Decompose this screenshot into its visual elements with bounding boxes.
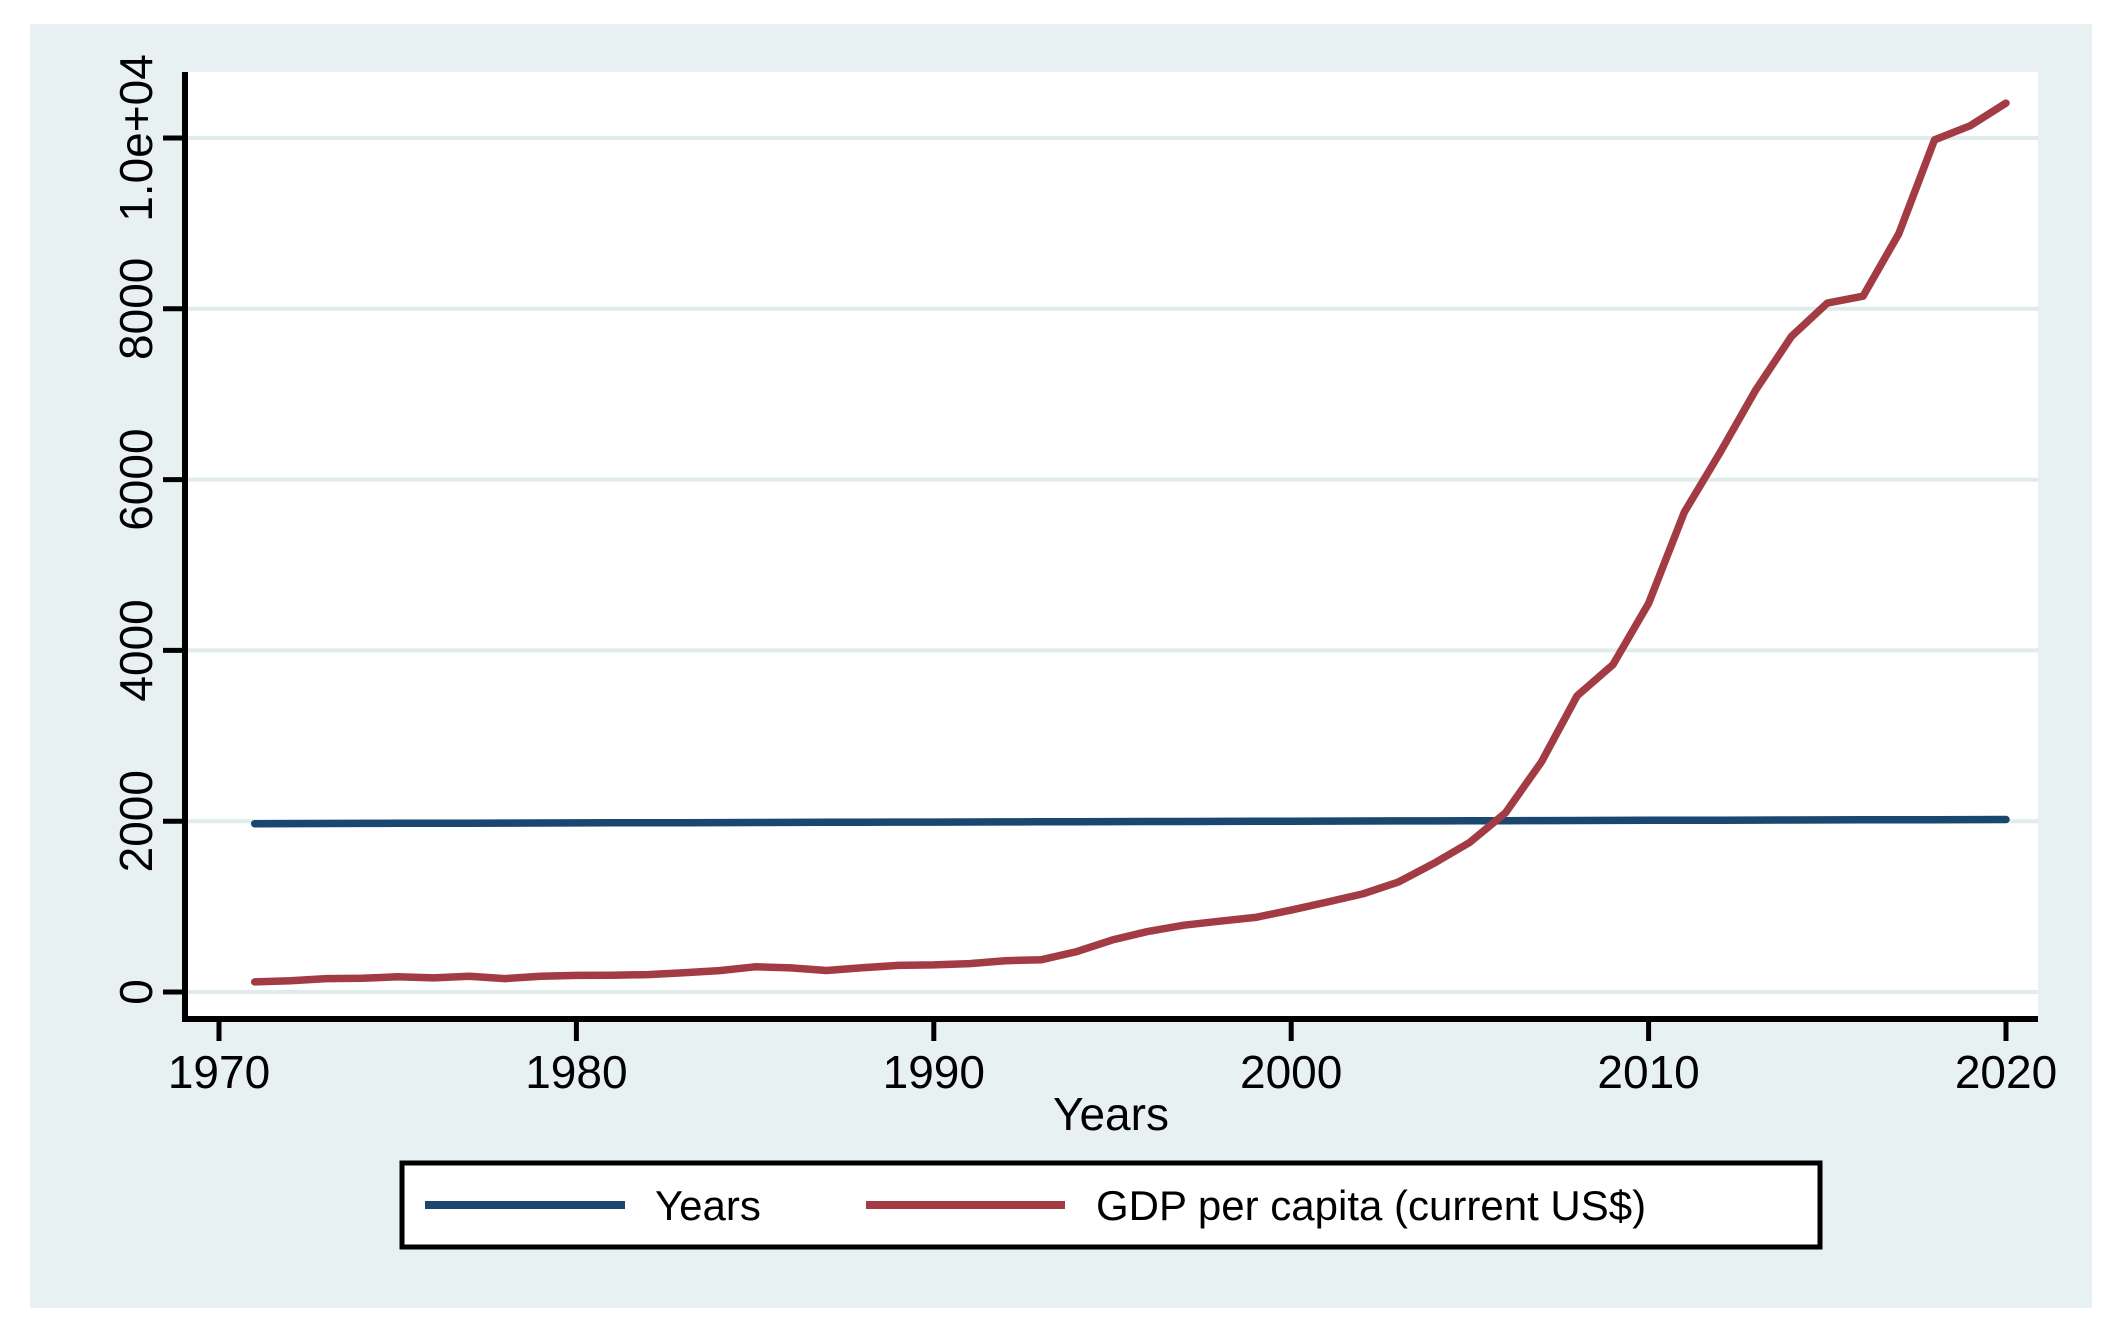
x-tick-labels: 1970 1980 1990 2000 2010 2020 [168, 1046, 2057, 1098]
gridlines [185, 136, 2038, 994]
x-tick-label: 2010 [1597, 1046, 1699, 1098]
y-tick-label: 8000 [110, 258, 162, 360]
y-tick-labels: 0 2000 4000 6000 8000 1.0e+04 [110, 54, 162, 1005]
plot-area [185, 72, 2038, 1019]
x-tick-label: 1970 [168, 1046, 270, 1098]
x-tick-label: 1980 [525, 1046, 627, 1098]
y-tick-label: 4000 [110, 599, 162, 701]
x-tick-label: 2000 [1240, 1046, 1342, 1098]
axes [163, 72, 2038, 1041]
y-tick-label: 1.0e+04 [110, 54, 162, 222]
legend-items: Years GDP per capita (current US$) [425, 1182, 1646, 1229]
series-line-years [250, 815, 2010, 828]
legend-box [399, 1160, 1823, 1250]
legend-label: GDP per capita (current US$) [1096, 1182, 1646, 1229]
x-tick-label: 2020 [1955, 1046, 2057, 1098]
series-line-gdp [250, 99, 2010, 986]
y-tick-label: 2000 [110, 770, 162, 872]
y-tick-label: 0 [110, 979, 162, 1005]
legend: Years GDP per capita (current US$) [399, 1160, 1823, 1250]
legend-label: Years [655, 1182, 761, 1229]
x-axis-title: Years [1053, 1088, 1169, 1140]
series-lines [250, 99, 2010, 986]
y-tick-label: 6000 [110, 428, 162, 530]
x-tick-label: 1990 [883, 1046, 985, 1098]
